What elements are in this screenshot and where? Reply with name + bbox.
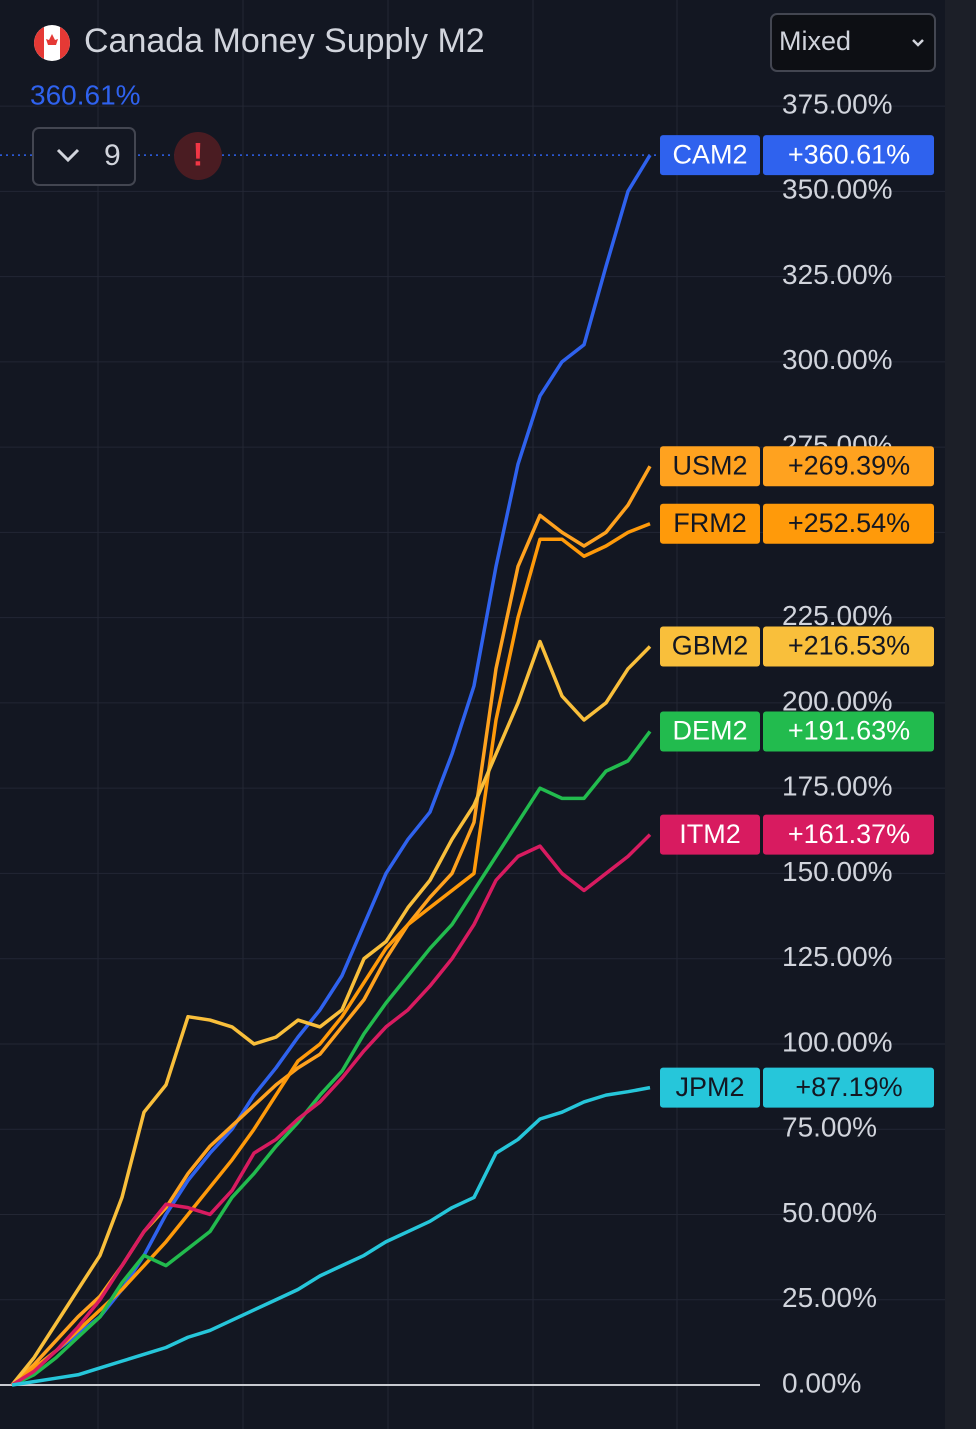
y-tick-label: 50.00% (782, 1197, 877, 1228)
value-label: +161.37% (788, 819, 910, 849)
label-value-box (763, 503, 934, 544)
alert[interactable] (174, 132, 222, 180)
label-name-box (660, 135, 760, 176)
series-line (10, 522, 651, 1387)
label-name-box (660, 1067, 760, 1108)
side-strip (945, 0, 976, 1429)
label-value-box (763, 446, 934, 487)
value-label: +87.19% (795, 1072, 902, 1102)
y-tick-label: 100.00% (782, 1026, 893, 1057)
label-value-box (763, 814, 934, 855)
alert-icon: ! (193, 136, 204, 172)
y-tick-label: 0.00% (782, 1367, 861, 1398)
value-label: +252.54% (788, 508, 910, 538)
label-name-box (660, 446, 760, 487)
label-name-box (660, 503, 760, 544)
y-tick-label: 175.00% (782, 771, 893, 802)
y-tick-label: 225.00% (782, 600, 893, 631)
series-line (11, 730, 652, 1387)
label-value-box (763, 711, 934, 752)
y-tick-label: 25.00% (782, 1282, 877, 1313)
series-line (11, 833, 652, 1387)
chevron (56, 148, 80, 163)
label-name-box (660, 711, 760, 752)
label-name-box (660, 626, 760, 667)
y-tick-label: 300.00% (782, 344, 893, 375)
plot: 0.00% 25.00% 50.00% 75.00% 100.00% 125.00% 150… (0, 88, 945, 1398)
series-line (10, 639, 652, 1387)
header-value: 360.61% (30, 79, 141, 110)
legend-entry: CAM2 (672, 139, 747, 169)
y-tick-label: 200.00% (782, 685, 893, 716)
y-tick-label: 375.00% (782, 88, 893, 119)
indicator-count: 9 (104, 139, 121, 172)
mode-label: Mixed (779, 26, 851, 56)
indicator-toggle[interactable] (32, 127, 136, 186)
label-value-box (763, 135, 934, 176)
label-value-box (763, 626, 934, 667)
value-label: +269.39% (788, 450, 910, 480)
value-label: +360.61% (788, 139, 910, 169)
y-tick-label: 325.00% (782, 259, 893, 290)
chart-title: Canada Money Supply M2 (84, 22, 485, 60)
y-tick-label: 75.00% (782, 1112, 877, 1143)
mode-dropdown[interactable] (770, 13, 936, 72)
y-tick-label: 125.00% (782, 941, 893, 972)
label-value-box (763, 1067, 934, 1108)
legend-entry: GBM2 (672, 631, 749, 661)
value-label: +216.53% (788, 631, 910, 661)
y-tick-label: 150.00% (782, 856, 893, 887)
y-tick-label: 350.00% (782, 174, 893, 205)
legend-entry: FRM2 (673, 508, 747, 538)
series-line (11, 1085, 651, 1387)
flag-leaf (34, 27, 70, 59)
legend-entry: ITM2 (679, 819, 741, 849)
legend-entry: USM2 (672, 450, 747, 480)
label-name-box (660, 814, 760, 855)
value-label: +191.63% (788, 716, 910, 746)
legend-entry: DEM2 (672, 716, 747, 746)
legend-entry: JPM2 (675, 1072, 744, 1102)
grid (97, 0, 678, 1429)
dropdown-caret (912, 39, 924, 47)
